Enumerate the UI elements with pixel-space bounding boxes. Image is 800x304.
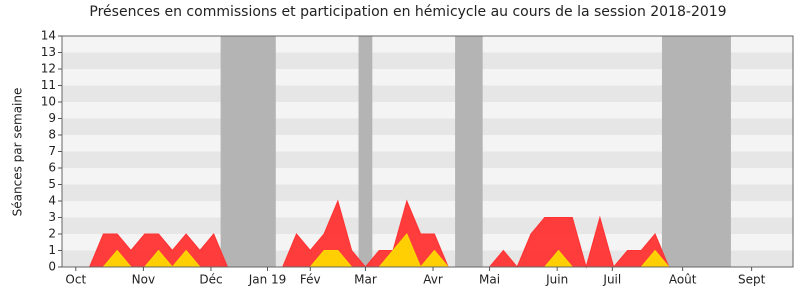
y-tick-label: 4: [48, 194, 56, 208]
y-tick-label: 8: [48, 128, 56, 142]
y-tick-label: 5: [48, 177, 56, 191]
x-tick-label: Juin: [545, 273, 568, 287]
x-tick-label: Déc: [199, 273, 222, 287]
x-tick-label: Avr: [423, 273, 443, 287]
plot-border: [61, 35, 794, 268]
x-tick-label: Mar: [354, 273, 377, 287]
y-tick-label: 9: [48, 111, 56, 125]
y-tick-label: 0: [48, 260, 56, 274]
x-tick-label: Nov: [132, 273, 155, 287]
shaded-range: [661, 36, 731, 267]
y-tick-label: 2: [48, 227, 56, 241]
x-tick-label: Sept: [738, 273, 766, 287]
x-tick-label: Mai: [479, 273, 500, 287]
y-tick-label: 10: [41, 95, 56, 109]
shaded-range: [220, 36, 276, 267]
x-tick-label: Juil: [602, 273, 621, 287]
y-tick-label: 3: [48, 210, 56, 224]
y-axis-label: Séances par semaine: [11, 88, 25, 217]
y-tick-label: 6: [48, 161, 56, 175]
chart-title: Présences en commissions et participatio…: [89, 4, 726, 20]
y-tick-label: 7: [48, 144, 56, 158]
area: [88, 199, 670, 269]
x-tick-label: Oct: [65, 273, 86, 287]
shaded-range: [455, 36, 483, 267]
x-tick-label: Fév: [300, 273, 321, 287]
y-tick-label: 12: [41, 62, 56, 76]
x-tick-label: Août: [669, 273, 697, 287]
y-tick-label: 13: [41, 45, 56, 59]
y-tick-label: 11: [41, 78, 56, 92]
shaded-range: [358, 36, 373, 267]
y-tick-label: 14: [41, 29, 56, 43]
x-tick-label: Jan 19: [248, 273, 287, 287]
y-tick-label: 1: [48, 243, 56, 257]
